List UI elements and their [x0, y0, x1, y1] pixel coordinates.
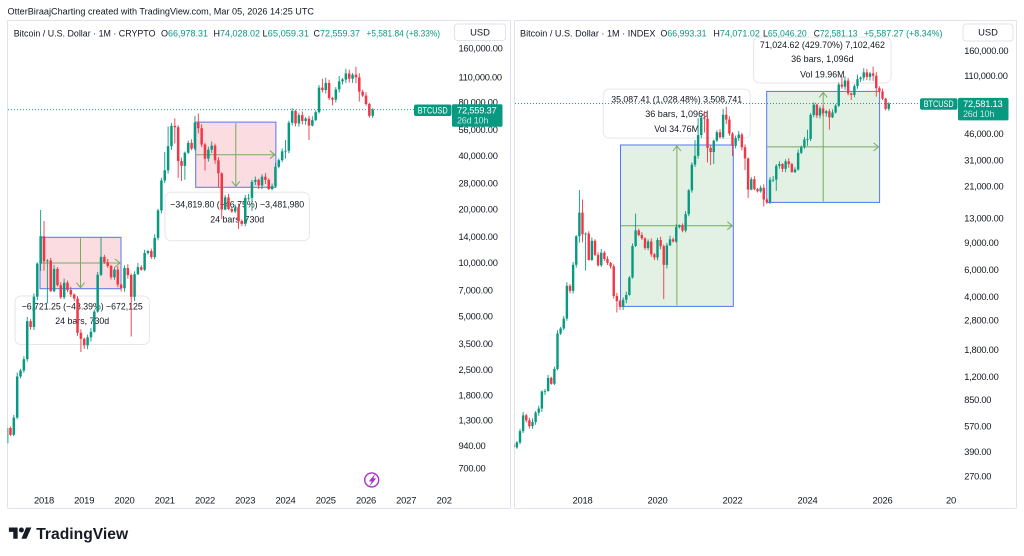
svg-text:+5,581.84 (+8.33%): +5,581.84 (+8.33%) [367, 29, 441, 40]
svg-text:2,500.00: 2,500.00 [459, 365, 493, 375]
svg-text:80,000.00: 80,000.00 [459, 97, 498, 107]
svg-text:26d 10h: 26d 10h [963, 109, 994, 119]
svg-text:1,300.00: 1,300.00 [459, 416, 493, 426]
svg-text:72,559.37: 72,559.37 [457, 105, 496, 116]
svg-text:26d 10h: 26d 10h [457, 116, 488, 126]
svg-text:O66,993.31: O66,993.31 [661, 29, 707, 40]
svg-text:Vol 19.96M: Vol 19.96M [800, 69, 845, 79]
svg-text:2020: 2020 [647, 495, 667, 506]
svg-text:270.00: 270.00 [964, 471, 991, 481]
svg-text:2020: 2020 [114, 495, 134, 506]
svg-text:TradingView: TradingView [36, 526, 129, 543]
svg-text:L65,059.31: L65,059.31 [263, 29, 310, 40]
svg-text:2018: 2018 [572, 495, 592, 506]
svg-text:BTCUSD: BTCUSD [418, 105, 448, 115]
svg-text:36 bars, 1,096d: 36 bars, 1,096d [791, 54, 854, 64]
svg-text:BTCUSD: BTCUSD [924, 99, 954, 109]
svg-text:24 bars, 730d: 24 bars, 730d [210, 214, 264, 224]
svg-text:7,000.00: 7,000.00 [459, 286, 493, 296]
svg-text:2019: 2019 [74, 495, 94, 506]
svg-text:O66,978.31: O66,978.31 [161, 29, 208, 40]
svg-text:−34,819.80 (−46.75%) −3,481,98: −34,819.80 (−46.75%) −3,481,980 [170, 200, 304, 210]
svg-text:71,024.62 (429.70%) 7,102,462: 71,024.62 (429.70%) 7,102,462 [760, 40, 885, 50]
svg-text:160,000.00: 160,000.00 [964, 46, 1008, 56]
svg-text:35,087.41 (1,028.48%) 3,508,74: 35,087.41 (1,028.48%) 3,508,741 [611, 94, 742, 104]
svg-text:1,200.00: 1,200.00 [964, 372, 998, 382]
svg-text:2024: 2024 [275, 495, 295, 506]
svg-text:2024: 2024 [797, 495, 817, 506]
svg-text:46,000.00: 46,000.00 [964, 129, 1003, 139]
svg-text:H74,071.02: H74,071.02 [713, 29, 760, 40]
svg-text:C72,559.37: C72,559.37 [314, 29, 361, 40]
svg-text:2025: 2025 [316, 495, 336, 506]
svg-text:L65,046.20: L65,046.20 [763, 29, 807, 40]
svg-text:OtterBiraajCharting created wi: OtterBiraajCharting created with Trading… [8, 7, 315, 18]
svg-text:28,000.00: 28,000.00 [459, 178, 498, 188]
svg-text:1,800.00: 1,800.00 [964, 345, 998, 355]
svg-text:36 bars, 1,096d: 36 bars, 1,096d [645, 109, 708, 119]
svg-text:H74,028.02: H74,028.02 [214, 29, 261, 40]
svg-text:13,000.00: 13,000.00 [964, 213, 1003, 223]
svg-text:5,000.00: 5,000.00 [459, 312, 493, 322]
svg-text:1,800.00: 1,800.00 [459, 391, 493, 401]
svg-text:2023: 2023 [235, 495, 255, 506]
svg-text:2026: 2026 [872, 495, 892, 506]
svg-text:4,000.00: 4,000.00 [964, 292, 998, 302]
svg-text:390.00: 390.00 [964, 447, 991, 457]
svg-text:160,000.00: 160,000.00 [459, 44, 503, 54]
svg-text:2021: 2021 [155, 495, 175, 506]
svg-text:20,000.00: 20,000.00 [459, 204, 498, 214]
svg-text:USD: USD [470, 27, 490, 38]
svg-text:110,000.00: 110,000.00 [964, 71, 1007, 81]
svg-text:2027: 2027 [396, 495, 416, 506]
svg-text:Vol 34.76M: Vol 34.76M [654, 124, 699, 134]
svg-text:14,000.00: 14,000.00 [459, 232, 498, 242]
svg-text:−6,721.25 (−43.39%) −672,125: −6,721.25 (−43.39%) −672,125 [22, 301, 143, 311]
svg-text:202: 202 [437, 495, 452, 506]
svg-text:6,000.00: 6,000.00 [964, 265, 998, 275]
svg-text:2022: 2022 [722, 495, 742, 506]
svg-text:31,000.00: 31,000.00 [964, 155, 1003, 165]
svg-text:700.00: 700.00 [459, 464, 486, 474]
svg-text:2018: 2018 [34, 495, 54, 506]
svg-text:2022: 2022 [195, 495, 215, 506]
svg-text:9,000.00: 9,000.00 [964, 238, 998, 248]
svg-text:940.00: 940.00 [459, 441, 486, 451]
svg-text:Bitcoin / U.S. Dollar · 1M · C: Bitcoin / U.S. Dollar · 1M · CRYPTO [14, 29, 156, 40]
svg-text:56,000.00: 56,000.00 [459, 125, 498, 135]
svg-text:+5,587.27 (+8.34%): +5,587.27 (+8.34%) [864, 29, 943, 40]
svg-text:21,000.00: 21,000.00 [964, 181, 1003, 191]
svg-text:24 bars, 730d: 24 bars, 730d [55, 316, 109, 326]
svg-text:10,000.00: 10,000.00 [459, 258, 498, 268]
svg-text:2,800.00: 2,800.00 [964, 316, 998, 326]
svg-text:20: 20 [946, 495, 956, 506]
svg-text:USD: USD [978, 27, 998, 38]
svg-text:C72,581.13: C72,581.13 [814, 29, 858, 40]
svg-text:72,581.13: 72,581.13 [963, 98, 1002, 109]
svg-text:Bitcoin / U.S. Dollar · 1M · I: Bitcoin / U.S. Dollar · 1M · INDEX [520, 29, 656, 40]
svg-text:110,000.00: 110,000.00 [459, 73, 502, 83]
svg-text:2026: 2026 [356, 495, 376, 506]
svg-text:570.00: 570.00 [964, 422, 991, 432]
svg-text:850.00: 850.00 [964, 395, 991, 405]
svg-text:40,000.00: 40,000.00 [459, 151, 498, 161]
svg-text:3,500.00: 3,500.00 [459, 339, 493, 349]
